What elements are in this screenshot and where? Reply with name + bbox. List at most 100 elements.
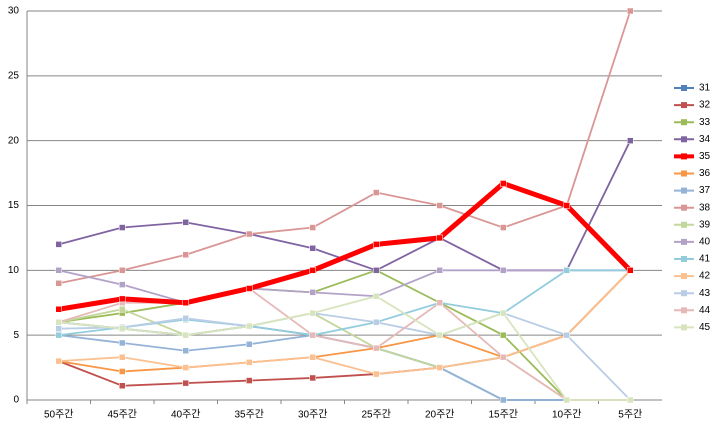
- legend-label: 39: [699, 219, 711, 230]
- y-tick-label: 25: [8, 70, 20, 81]
- legend-label: 41: [699, 254, 711, 265]
- series-marker: [500, 331, 507, 339]
- series-marker: [246, 322, 253, 330]
- legend-label: 40: [699, 237, 711, 248]
- series-marker: [309, 289, 316, 296]
- series-line: [58, 295, 631, 401]
- legend-marker: [681, 153, 687, 160]
- series-line: [58, 180, 633, 312]
- series-marker: [436, 299, 443, 306]
- legend-marker: [681, 221, 687, 228]
- y-tick-label: 5: [13, 330, 19, 341]
- legend-marker: [681, 136, 687, 143]
- series-marker: [55, 267, 62, 274]
- x-tick-label: 40주간: [171, 409, 201, 421]
- legend-label: 31: [699, 83, 711, 94]
- legend-label: 42: [699, 271, 711, 282]
- legend-marker: [681, 290, 687, 297]
- y-tick-label: 30: [8, 6, 20, 17]
- series-line: [58, 312, 631, 401]
- legend-marker: [681, 85, 687, 91]
- series-marker: [246, 377, 253, 384]
- series-marker: [182, 347, 189, 354]
- series-marker: [246, 230, 253, 238]
- legend-marker: [681, 238, 687, 245]
- series-marker: [182, 379, 189, 387]
- series-marker: [436, 331, 443, 339]
- y-tick-label: 10: [8, 265, 20, 276]
- series-marker: [309, 374, 316, 382]
- x-tick-label: 35주간: [234, 409, 264, 421]
- series-marker: [55, 325, 62, 332]
- series-line: [58, 269, 631, 401]
- series-marker: [55, 318, 62, 326]
- series-marker: [563, 202, 570, 209]
- series-marker: [563, 267, 570, 274]
- series-marker: [119, 224, 126, 231]
- legend-marker: [681, 273, 687, 280]
- series-marker: [627, 137, 634, 144]
- x-tick-label: 30주간: [298, 409, 328, 421]
- series-marker: [182, 219, 189, 226]
- series-marker: [373, 241, 380, 248]
- series-marker: [182, 299, 189, 306]
- series-marker: [119, 281, 126, 288]
- series-line: [58, 334, 631, 401]
- y-tick-label: 0: [13, 395, 19, 406]
- series-marker: [373, 318, 380, 326]
- series-marker: [373, 370, 380, 378]
- series-line: [58, 308, 631, 401]
- series-marker: [182, 331, 189, 339]
- series-marker: [119, 382, 126, 389]
- series-marker: [119, 368, 126, 375]
- series-marker: [563, 331, 570, 339]
- legend-label: 43: [699, 288, 711, 299]
- series-marker: [563, 396, 570, 404]
- series-marker: [182, 251, 189, 259]
- x-tick-label: 45주간: [107, 409, 137, 421]
- series-marker: [55, 357, 62, 365]
- series-marker: [309, 245, 316, 252]
- series-marker: [55, 280, 62, 287]
- y-tick-label: 15: [8, 200, 20, 211]
- legend-marker: [681, 119, 687, 126]
- legend-label: 34: [699, 134, 711, 145]
- series-marker: [309, 309, 316, 317]
- series-marker: [119, 267, 126, 274]
- series-marker: [119, 325, 126, 332]
- series-marker: [627, 396, 634, 404]
- series-marker: [246, 285, 253, 292]
- legend-marker: [681, 170, 687, 177]
- x-tick-label: 50주간: [44, 409, 74, 421]
- legend-label: 36: [699, 168, 711, 179]
- x-tick-label: 15주간: [488, 409, 518, 421]
- series-marker: [119, 353, 126, 361]
- legend-label: 35: [699, 151, 711, 162]
- series-marker: [500, 396, 507, 404]
- series-marker: [373, 267, 380, 274]
- series-marker: [627, 267, 634, 274]
- legend-label: 44: [699, 305, 711, 316]
- legend-marker: [681, 204, 687, 211]
- series-line: [58, 269, 631, 375]
- series-marker: [309, 331, 316, 339]
- series-marker: [119, 295, 126, 303]
- series-line: [58, 10, 632, 285]
- x-tick-label: 25주간: [361, 409, 391, 421]
- series-marker: [246, 340, 253, 348]
- series-marker: [500, 224, 507, 231]
- x-tick-label: 20주간: [425, 409, 455, 421]
- series-marker: [309, 224, 316, 231]
- series-marker: [436, 267, 443, 274]
- series-line: [58, 269, 631, 304]
- legend-marker: [681, 102, 687, 109]
- x-tick-label: 5주간: [618, 409, 642, 421]
- series-marker: [182, 364, 189, 371]
- legend-marker: [681, 324, 687, 331]
- series-marker: [500, 180, 507, 187]
- legend-label: 32: [699, 100, 711, 111]
- series-marker: [119, 305, 126, 313]
- y-tick-label: 20: [8, 135, 20, 146]
- series-marker: [119, 339, 126, 347]
